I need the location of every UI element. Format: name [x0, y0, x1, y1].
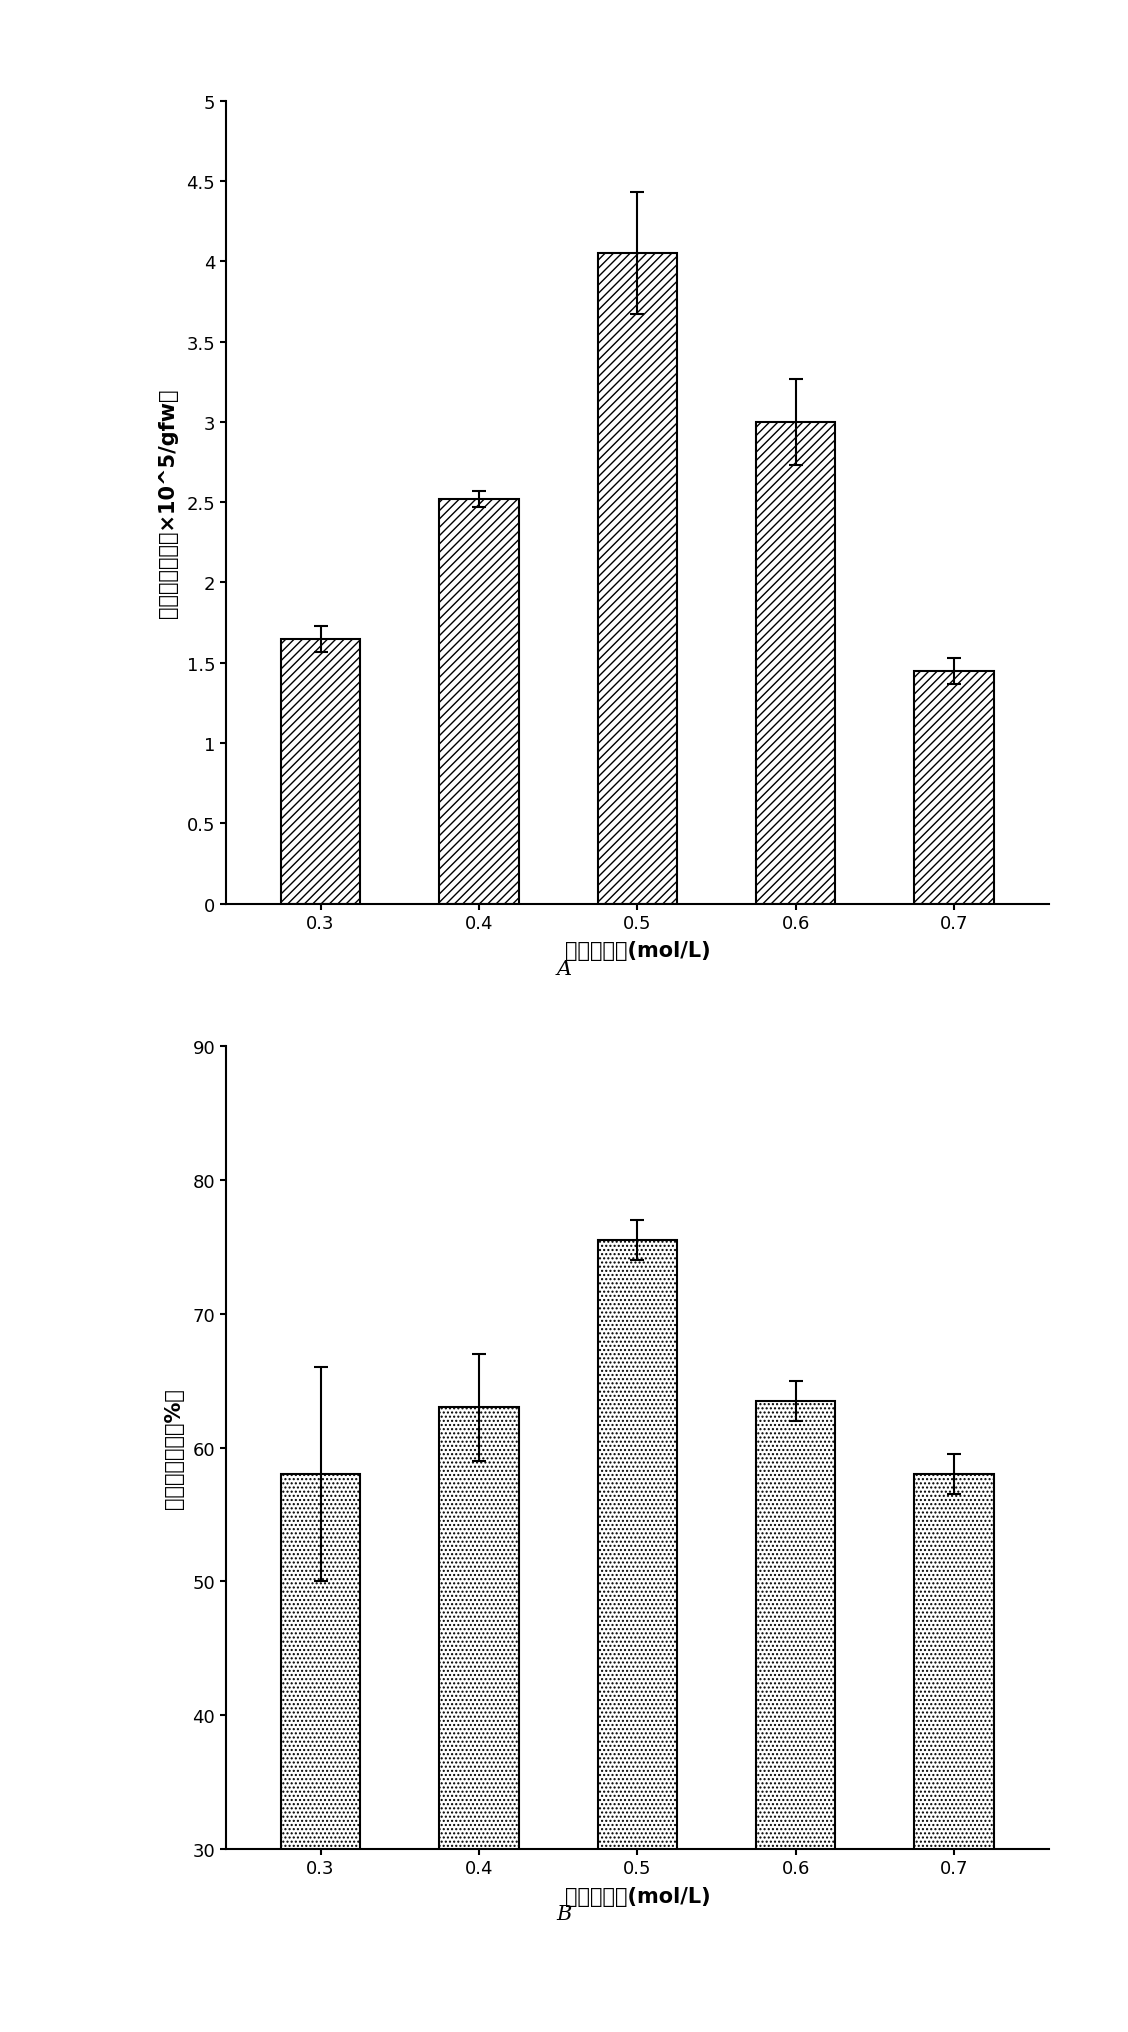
Bar — [281, 1475, 360, 2032]
Text: B: B — [556, 1904, 572, 1922]
Bar — [756, 423, 835, 904]
X-axis label: 甘露醇浓度(mol/L): 甘露醇浓度(mol/L) — [564, 941, 711, 961]
Bar — [756, 1400, 835, 2032]
Y-axis label: 原生质体产量（×10^5/gfw）: 原生质体产量（×10^5/gfw） — [158, 388, 178, 618]
Bar — [440, 500, 519, 904]
Bar — [915, 1475, 994, 2032]
Bar — [598, 254, 677, 904]
Bar — [281, 640, 360, 904]
Bar — [598, 1240, 677, 2032]
X-axis label: 甘露醇浓度(mol/L): 甘露醇浓度(mol/L) — [564, 1886, 711, 1906]
Bar — [440, 1408, 519, 2032]
Text: A: A — [556, 959, 572, 977]
Y-axis label: 原生质体活力（%）: 原生质体活力（%） — [164, 1388, 184, 1508]
Bar — [915, 671, 994, 904]
